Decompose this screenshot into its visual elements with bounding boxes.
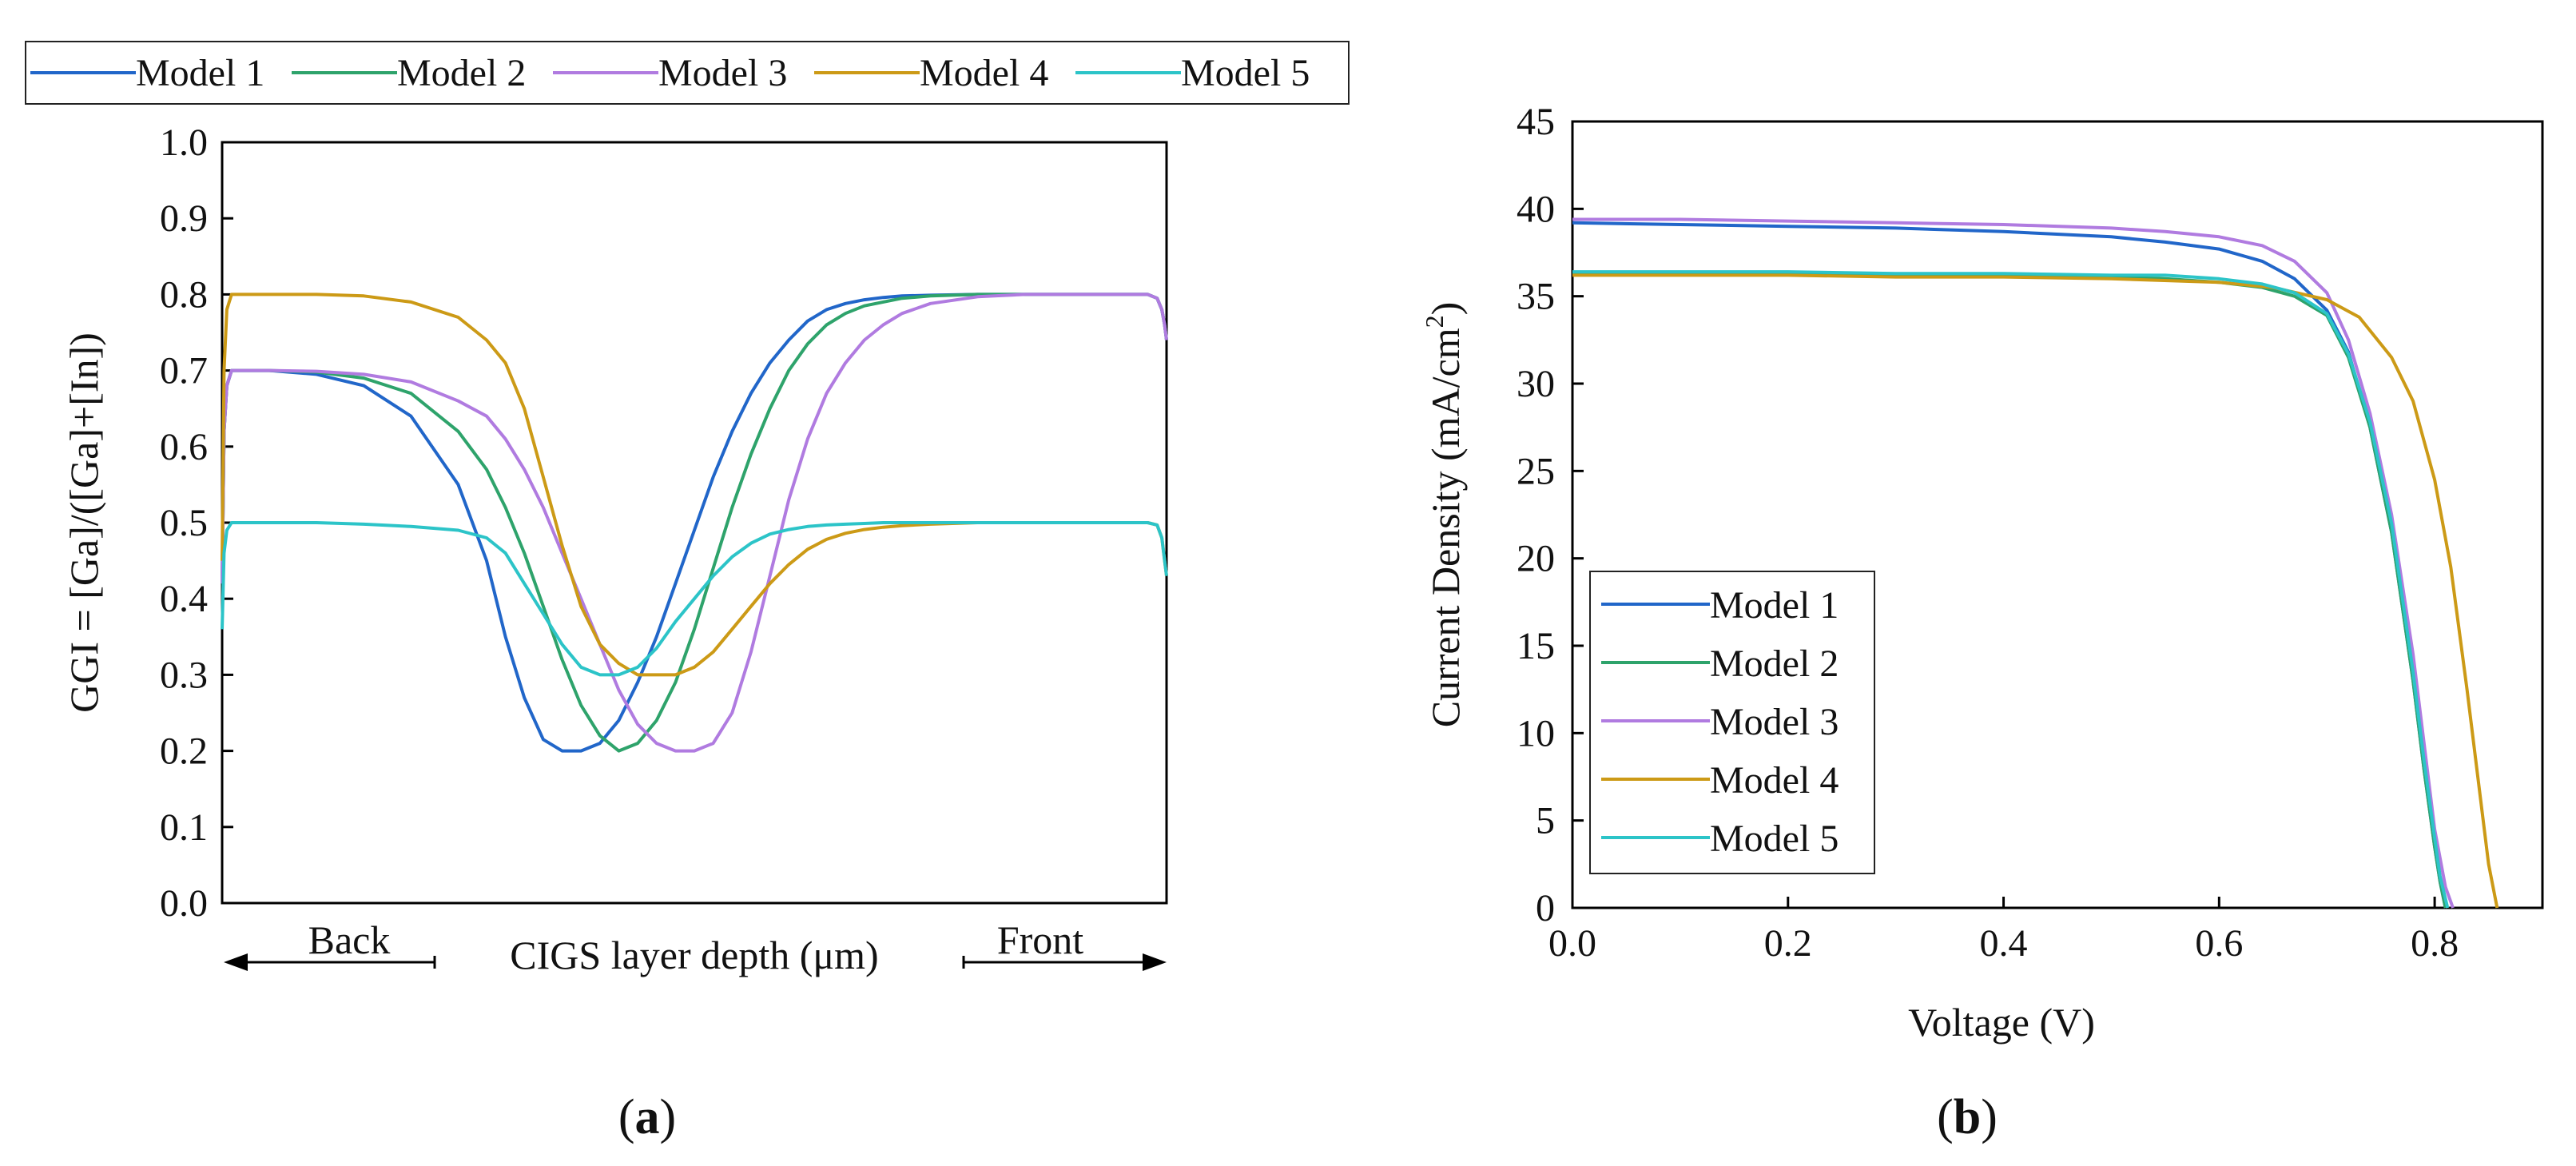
- chart-a-ytick-label: 0.9: [160, 197, 208, 240]
- chart-a-series-line-model-5: [221, 521, 1168, 677]
- chart-b-ytick-label: 35: [1517, 276, 1555, 318]
- chart-b-series-line-model-4: [1572, 273, 2499, 909]
- chart-a-y-ticks: 0.0 0.1 0.2 0.3 0.4 0.5 0.6 0.7 0.8 0.9 1.0: [160, 121, 233, 925]
- chart-a-ytick-label: 0.4: [160, 578, 208, 620]
- chart-b-ylabel-main: Current Density (mA/cm: [1423, 328, 1468, 727]
- chart-a-legend-label-model-4: Model 4: [920, 52, 1048, 94]
- chart-b-plot-area: [1571, 120, 2544, 909]
- chart-b-xtick-label: 0.8: [2411, 922, 2459, 965]
- chart-a: Model 1 Model 2 Model 3 Model 4 Model 5 0.00…: [25, 41, 1350, 1144]
- chart-b-xtick-label: 0.4: [1980, 922, 2028, 965]
- chart-b-series-line-model-5: [1572, 270, 2450, 909]
- chart-a-ytick-label: 0.7: [160, 350, 208, 392]
- chart-b-ytick-label: 30: [1517, 363, 1555, 405]
- chart-a-series-lines: [221, 292, 1168, 753]
- chart-a-ytick-label: 0.0: [160, 882, 208, 925]
- chart-b-x-ticks: 0.0 0.2 0.4 0.6 0.8: [1548, 897, 2459, 965]
- chart-a-ytick-label: 0.8: [160, 273, 208, 316]
- chart-a-ytick-label: 0.1: [160, 806, 208, 849]
- chart-a-legend: Model 1 Model 2 Model 3 Model 4 Model 5: [25, 41, 1350, 105]
- chart-b-y-ticks: 0 5 10 15 20 25 30 35 40 45: [1517, 101, 1584, 929]
- panel-a-label: (a): [618, 1090, 676, 1144]
- chart-b-legend-label-model-4: Model 4: [1710, 759, 1839, 802]
- chart-b-ytick-label: 45: [1517, 101, 1555, 143]
- chart-a-back-label: Back: [308, 917, 391, 962]
- chart-a-legend-label-model-5: Model 5: [1181, 52, 1310, 94]
- chart-a-front-label: Front: [997, 917, 1083, 962]
- chart-b-ylabel-close: ): [1423, 302, 1468, 316]
- chart-a-ytick-label: 0.6: [160, 426, 208, 468]
- chart-a-legend-label-model-3: Model 3: [658, 52, 787, 94]
- chart-b-ytick-label: 15: [1517, 625, 1555, 667]
- chart-b-ytick-label: 10: [1517, 712, 1555, 754]
- chart-b-xtick-label: 0.0: [1548, 922, 1596, 965]
- panel-b-label: (b): [1937, 1090, 1998, 1144]
- chart-a-legend-label-model-1: Model 1: [136, 52, 264, 94]
- chart-b-legend-label-model-5: Model 5: [1710, 818, 1839, 860]
- chart-b-legend: Model 1 Model 2 Model 3 Model 4 Model 5: [1589, 571, 1875, 874]
- chart-b-series-line-model-3: [1572, 217, 2455, 909]
- chart-b-series-lines: [1572, 217, 2499, 909]
- chart-b-legend-label-model-2: Model 2: [1710, 643, 1839, 685]
- chart-b-ytick-label: 40: [1517, 188, 1555, 230]
- chart-b-ytick-label: 25: [1517, 450, 1555, 492]
- back-arrow: [224, 953, 436, 971]
- chart-b: 0.0 0.2 0.4 0.6 0.8 0 5 10 15 20 25 30 35 40 45 Model…: [1420, 101, 2544, 1144]
- chart-a-xlabel: CIGS layer depth (μm): [510, 933, 878, 977]
- chart-b-xtick-label: 0.2: [1764, 922, 1812, 965]
- chart-b-ytick-label: 20: [1517, 538, 1555, 580]
- chart-a-ytick-label: 1.0: [160, 121, 208, 164]
- chart-a-ytick-label: 0.3: [160, 654, 208, 696]
- chart-a-ylabel: GGI = [Ga]/([Ga]+[In]): [62, 332, 106, 713]
- chart-b-xlabel: Voltage (V): [1908, 1000, 2095, 1045]
- front-arrow: [962, 953, 1167, 971]
- chart-a-series-line-model-3: [221, 292, 1168, 753]
- chart-b-ytick-label: 0: [1536, 887, 1555, 929]
- chart-b-ylabel-sup: 2: [1420, 315, 1449, 328]
- chart-b-legend-label-model-3: Model 3: [1710, 701, 1839, 743]
- chart-b-legend-label-model-1: Model 1: [1710, 584, 1839, 627]
- chart-b-xtick-label: 0.6: [2195, 922, 2243, 965]
- chart-a-legend-label-model-2: Model 2: [397, 52, 526, 94]
- chart-b-ytick-label: 5: [1536, 800, 1555, 842]
- chart-b-ylabel: Current Density (mA/cm2): [1420, 302, 1468, 728]
- chart-a-ytick-label: 0.2: [160, 730, 208, 773]
- chart-a-ytick-label: 0.5: [160, 502, 208, 544]
